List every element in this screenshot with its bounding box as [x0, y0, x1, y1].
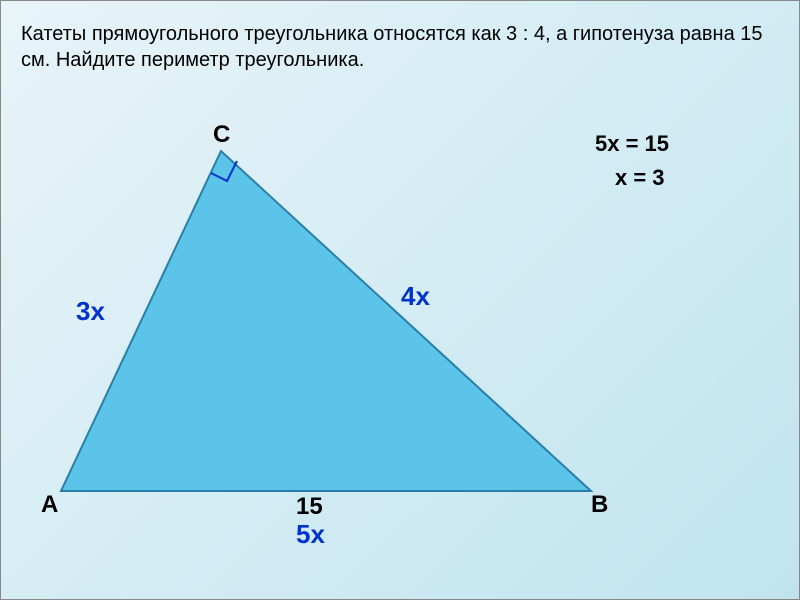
- triangle-diagram: С А В 3х 4х 15 5х: [31, 121, 631, 521]
- problem-statement: Катеты прямоугольного треугольника относ…: [21, 21, 779, 73]
- triangle-shape: [61, 151, 591, 491]
- triangle-svg: [31, 121, 631, 521]
- side-cb-label: 4х: [401, 281, 430, 312]
- side-ac-label: 3х: [76, 296, 105, 327]
- side-ab-value-label: 15: [296, 493, 323, 521]
- vertex-b-label: В: [591, 491, 608, 519]
- vertex-a-label: А: [41, 491, 58, 519]
- vertex-c-label: С: [213, 121, 230, 149]
- side-ab-var-label: 5х: [296, 519, 325, 550]
